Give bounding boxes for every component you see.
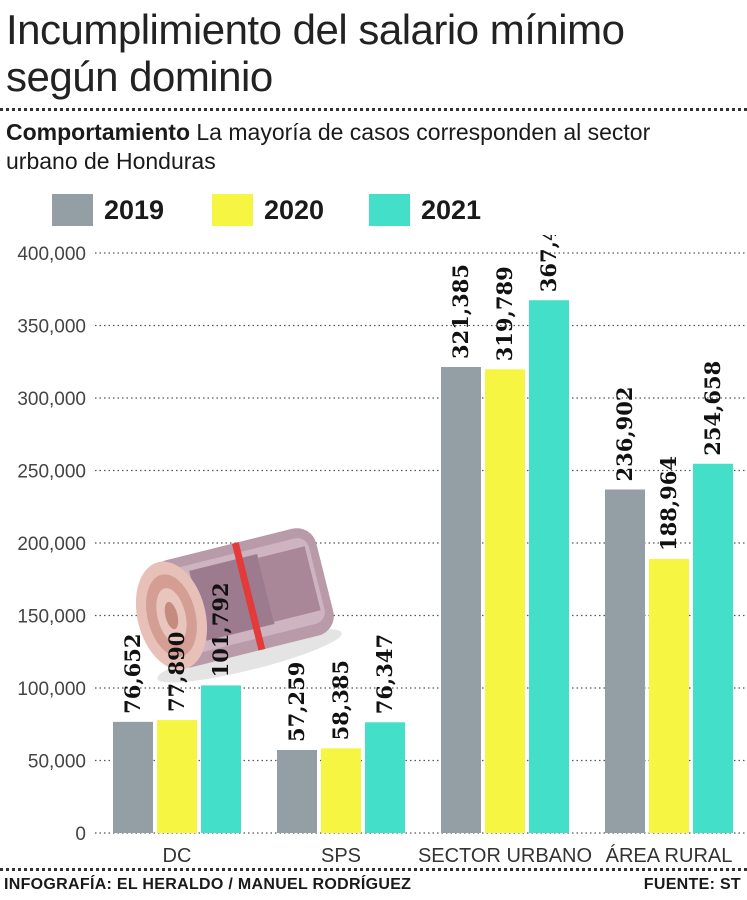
y-tick-label: 100,000 [17,679,86,700]
y-tick-label: 300,000 [17,389,86,410]
dotted-divider-bottom [0,868,747,871]
chart-subtitle: Comportamiento La mayoría de casos corre… [6,118,741,176]
legend-label-2020: 2020 [264,195,325,225]
legend-swatch-2021 [369,194,410,226]
legend-label-2021: 2021 [421,195,482,225]
source-text: FUENTE: ST [643,876,741,893]
data-label: 76,652 [120,633,145,713]
chart-title-line-2: según dominio [6,53,273,100]
bar-2021 [201,685,241,833]
x-tick-label: SECTOR URBANO [418,845,592,867]
bar-chart: 76,652 77,890 101,792 57,259 58,385 76,347 321… [17,235,747,867]
chart-legend: 2019 2020 2021 [0,192,747,232]
data-label: 321,385 [448,264,473,359]
y-tick-label: 150,000 [17,607,86,628]
data-label: 254,658 [700,361,725,456]
bar-2020 [485,369,525,833]
chart-title: Incumplimiento del salario mínimo según … [6,6,741,100]
data-label: 319,789 [492,266,517,361]
x-tick-label: ÁREA RURAL [606,844,733,867]
bar-2021 [693,463,733,833]
y-tick-label: 0 [75,824,86,845]
y-tick-label: 350,000 [17,317,86,338]
subtitle-bold-lead: Comportamiento [6,119,190,145]
data-label: 101,792 [208,582,233,677]
bar-2021 [529,300,569,833]
bar-2021 [365,722,405,833]
credit-text: INFOGRAFÍA: EL HERALDO / MANUEL RODRÍGUE… [4,876,412,893]
data-label: 367,427 [536,235,561,292]
data-label: 57,259 [284,662,309,742]
data-label: 58,385 [328,660,353,740]
x-tick-label: DC [163,845,192,867]
data-label: 77,890 [164,632,189,712]
bar-2019 [441,366,481,833]
rolled-banknotes-icon [135,528,342,683]
bar-2020 [157,720,197,833]
bar-2020 [321,748,361,833]
y-tick-label: 50,000 [28,752,86,773]
subtitle-text-line-2: urbano de Honduras [6,148,216,174]
data-label: 236,902 [612,387,637,482]
legend-swatch-2020 [212,194,253,226]
y-tick-label: 200,000 [17,534,86,555]
subtitle-text-line-1: La mayoría de casos corresponden al sect… [190,119,651,145]
legend-swatch-2019 [52,194,93,226]
x-tick-label: SPS [321,845,361,867]
legend-label-2019: 2019 [104,195,165,225]
data-label: 188,964 [656,456,681,551]
y-tick-label: 400,000 [17,244,86,265]
data-label: 76,347 [372,634,397,714]
y-tick-label: 250,000 [17,462,86,483]
bar-2019 [113,721,153,833]
dotted-divider-top [0,108,747,111]
bar-2019 [277,749,317,833]
bar-2020 [649,559,689,833]
bar-2019 [605,489,645,833]
chart-title-line-1: Incumplimiento del salario mínimo [6,6,625,53]
